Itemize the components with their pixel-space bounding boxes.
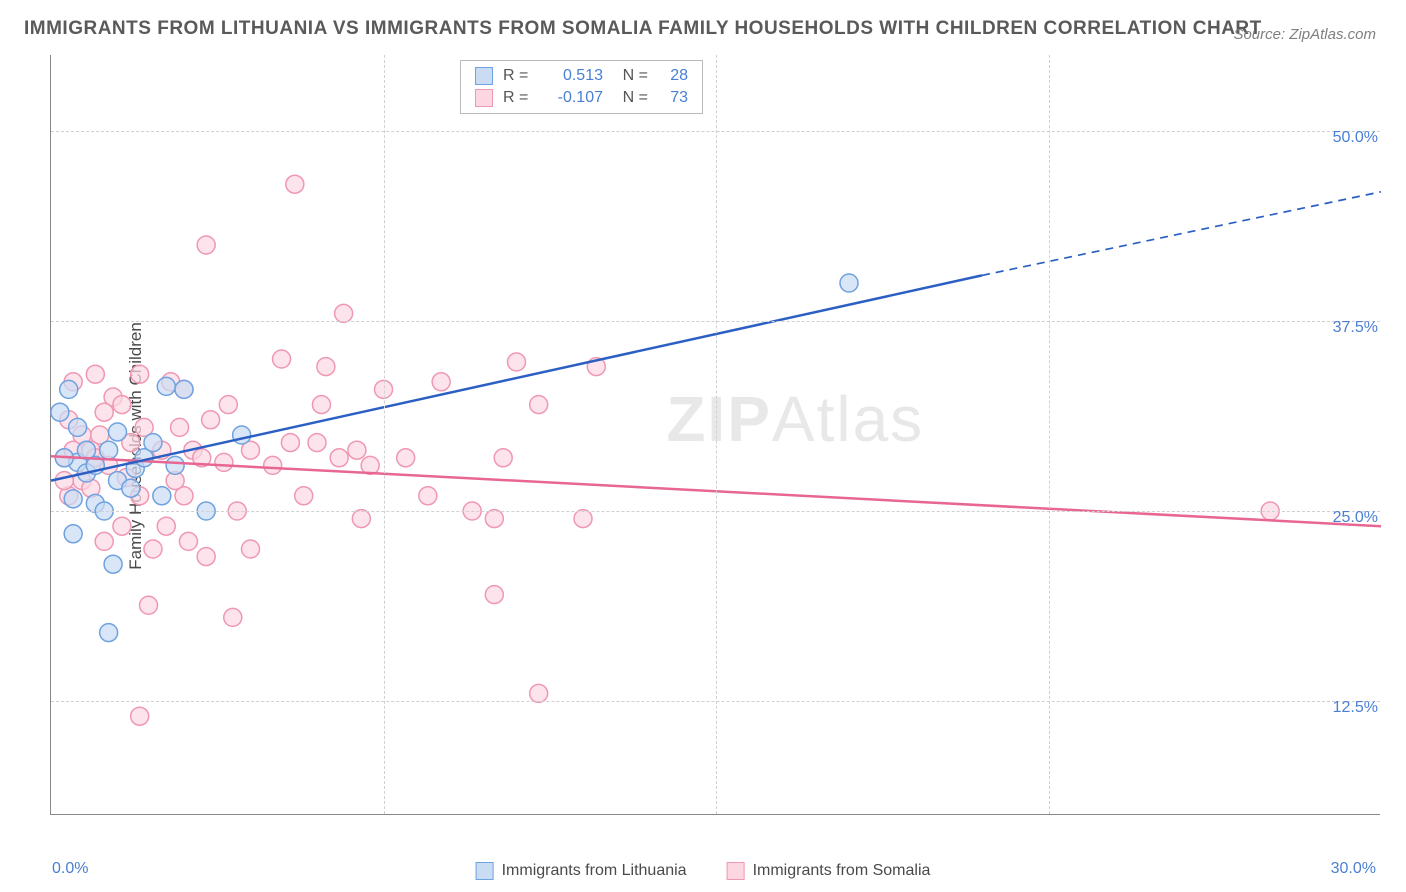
stats-r-label: R = [503,89,533,107]
legend-swatch [727,862,745,880]
scatter-point [51,403,69,421]
scatter-point [197,548,215,566]
scatter-point [179,532,197,550]
scatter-point [60,380,78,398]
scatter-point [69,418,87,436]
gridline-v [716,55,717,814]
scatter-point [485,510,503,528]
gridline-v [384,55,385,814]
scatter-point [100,624,118,642]
scatter-point [335,304,353,322]
stats-r-value: 0.513 [543,67,603,85]
scatter-point [352,510,370,528]
stats-n-label: N = [613,89,648,107]
trend-line-dashed [982,192,1381,276]
scatter-point [224,608,242,626]
scatter-point [157,377,175,395]
scatter-point [281,434,299,452]
legend-item: Immigrants from Somalia [727,862,931,880]
stats-r-label: R = [503,67,533,85]
source-attribution: Source: ZipAtlas.com [1233,26,1376,43]
scatter-point [140,596,158,614]
x-tick-max: 30.0% [1331,860,1376,878]
scatter-point [317,358,335,376]
x-tick-min: 0.0% [52,860,88,878]
scatter-point [295,487,313,505]
scatter-point [171,418,189,436]
trend-line [51,275,982,480]
scatter-point [264,456,282,474]
stats-n-label: N = [613,67,648,85]
stats-n-value: 28 [658,67,688,85]
scatter-point [202,411,220,429]
plot-area: ZIPAtlas [50,55,1380,815]
chart-title: IMMIGRANTS FROM LITHUANIA VS IMMIGRANTS … [24,18,1262,40]
y-tick-label: 50.0% [1333,129,1378,147]
scatter-point [104,555,122,573]
scatter-point [574,510,592,528]
scatter-point [131,365,149,383]
stats-n-value: 73 [658,89,688,107]
scatter-point [64,490,82,508]
scatter-point [286,175,304,193]
bottom-legend: Immigrants from Lithuania Immigrants from… [476,862,931,880]
scatter-point [86,365,104,383]
legend-swatch [475,67,493,85]
scatter-point [508,353,526,371]
legend-item: Immigrants from Lithuania [476,862,687,880]
chart-container: IMMIGRANTS FROM LITHUANIA VS IMMIGRANTS … [0,0,1406,892]
scatter-point [419,487,437,505]
scatter-point [242,540,260,558]
scatter-point [153,487,171,505]
gridline-v [1049,55,1050,814]
legend-swatch [475,89,493,107]
scatter-point [144,540,162,558]
scatter-point [840,274,858,292]
scatter-point [219,396,237,414]
scatter-point [348,441,366,459]
y-tick-label: 25.0% [1333,509,1378,527]
legend-label: Immigrants from Lithuania [502,862,687,880]
scatter-point [95,532,113,550]
y-tick-label: 37.5% [1333,319,1378,337]
scatter-point [113,396,131,414]
scatter-point [273,350,291,368]
scatter-point [530,684,548,702]
y-tick-label: 12.5% [1333,699,1378,717]
scatter-point [131,707,149,725]
scatter-point [100,441,118,459]
scatter-point [55,472,73,490]
scatter-point [122,479,140,497]
legend-label: Immigrants from Somalia [753,862,931,880]
scatter-point [432,373,450,391]
stats-legend-box: R = 0.513 N = 28 R = -0.107 N = 73 [460,60,703,114]
scatter-point [175,380,193,398]
stats-row: R = -0.107 N = 73 [475,89,688,107]
scatter-point [166,456,184,474]
stats-r-value: -0.107 [543,89,603,107]
stats-row: R = 0.513 N = 28 [475,67,688,85]
scatter-point [144,434,162,452]
scatter-point [485,586,503,604]
scatter-point [233,426,251,444]
scatter-point [397,449,415,467]
scatter-point [157,517,175,535]
scatter-point [215,453,233,471]
legend-swatch [476,862,494,880]
scatter-point [308,434,326,452]
scatter-point [530,396,548,414]
scatter-point [64,525,82,543]
scatter-point [312,396,330,414]
scatter-point [197,236,215,254]
scatter-point [330,449,348,467]
scatter-point [109,423,127,441]
scatter-point [113,517,131,535]
scatter-point [494,449,512,467]
scatter-point [95,403,113,421]
scatter-point [77,441,95,459]
